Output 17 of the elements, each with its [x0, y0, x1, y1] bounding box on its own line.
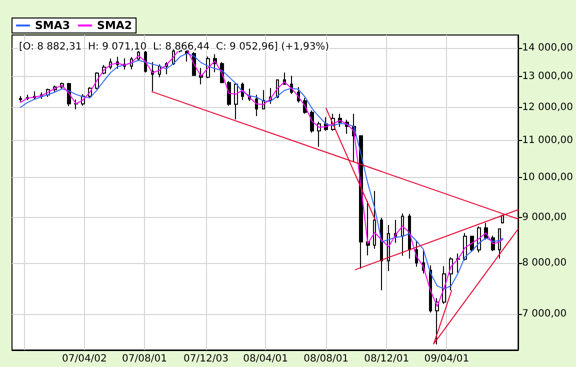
- legend-label: SMA2: [97, 19, 132, 32]
- x-tick-label: 07/04/02: [62, 354, 107, 364]
- y-tick-label: 10 000,00: [522, 172, 574, 183]
- y-tick-label: 9 000,00: [522, 212, 567, 224]
- x-tick-label: 09/04/01: [424, 354, 470, 364]
- x-tick-label: 08/04/01: [243, 354, 288, 364]
- legend-label: SMA3: [35, 19, 70, 32]
- y-tick-label: 12 000,00: [522, 102, 574, 113]
- x-tick-label: 08/08/01: [304, 354, 349, 364]
- x-tick-label: 08/12/01: [364, 354, 410, 364]
- y-tick-label: 11 000,00: [522, 135, 574, 146]
- x-tick-label: 07/12/03: [184, 354, 228, 364]
- x-tick-label: 07/08/01: [122, 354, 167, 364]
- y-tick-label: 8 000,00: [522, 257, 567, 268]
- y-tick-label: 13 000,00: [522, 71, 574, 82]
- y-tick-label: 7 000,00: [522, 308, 567, 320]
- y-tick-label: 14 000,00: [522, 42, 574, 54]
